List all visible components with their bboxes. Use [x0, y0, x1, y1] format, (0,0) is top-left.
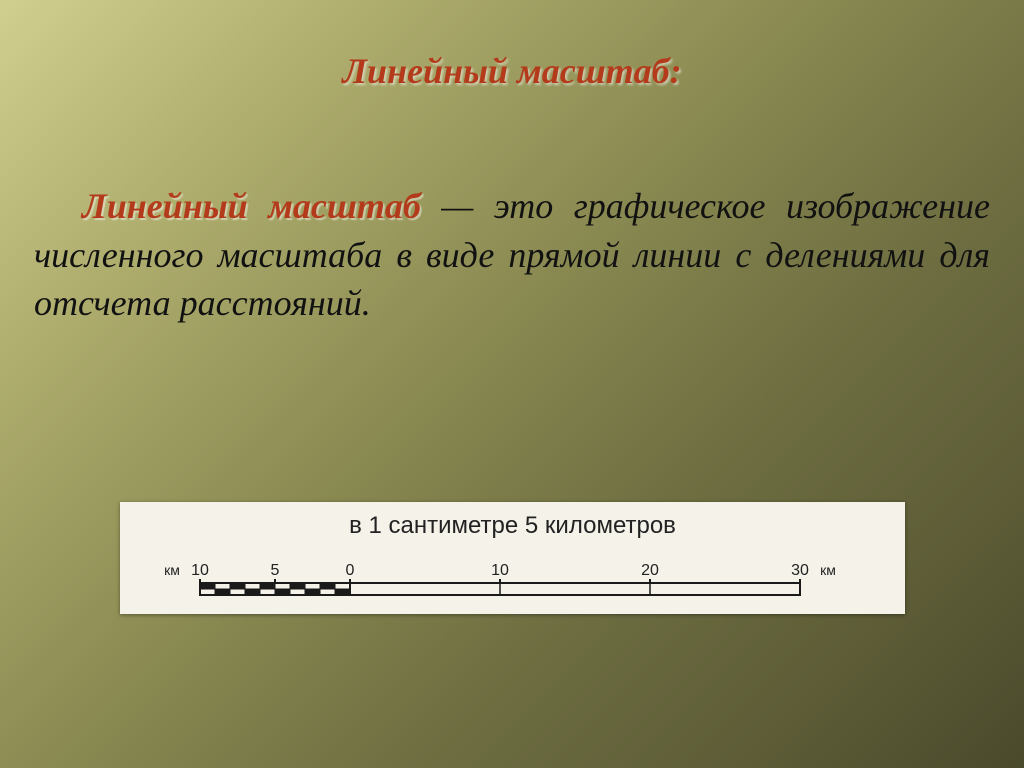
- scale-card: в 1 сантиметре 5 километров 10 5 0 10 20 30 км…: [120, 502, 905, 614]
- slide-title: Линейный масштаб:: [34, 50, 990, 92]
- definition-paragraph: Линейный масштаб — это графическое изобр…: [34, 182, 990, 328]
- svg-text:10: 10: [491, 562, 509, 579]
- definition-term: Линейный масштаб: [82, 186, 421, 226]
- svg-text:30: 30: [791, 562, 809, 579]
- linear-scale-diagram: 10 5 0 10 20 30 км км: [120, 553, 905, 608]
- slide: Линейный масштаб: Линейный масштаб — это…: [0, 0, 1024, 768]
- svg-text:10: 10: [191, 562, 209, 579]
- svg-text:км: км: [820, 562, 836, 578]
- svg-text:20: 20: [641, 562, 659, 579]
- scale-caption: в 1 сантиметре 5 километров: [120, 512, 905, 540]
- svg-text:км: км: [164, 562, 180, 578]
- svg-text:5: 5: [271, 562, 280, 579]
- svg-text:0: 0: [346, 562, 355, 579]
